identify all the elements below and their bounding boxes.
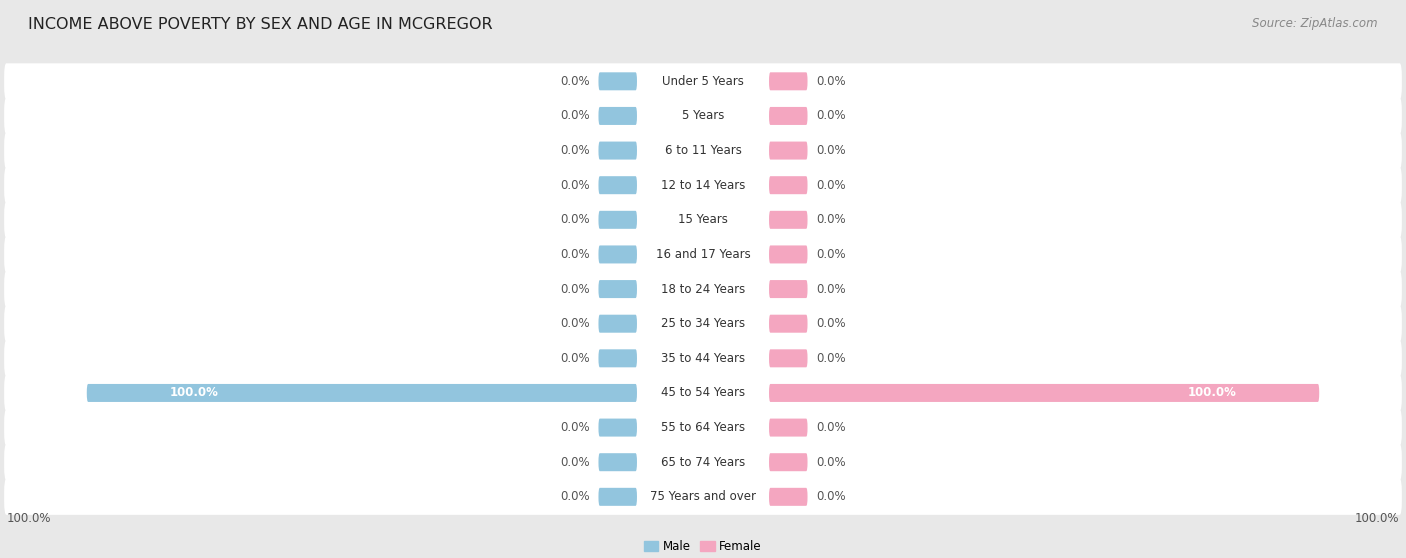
Text: 0.0%: 0.0% <box>815 317 845 330</box>
FancyBboxPatch shape <box>769 142 807 160</box>
Text: 0.0%: 0.0% <box>815 456 845 469</box>
FancyBboxPatch shape <box>599 107 637 125</box>
Text: 100.0%: 100.0% <box>1188 387 1237 400</box>
FancyBboxPatch shape <box>4 133 1402 169</box>
FancyBboxPatch shape <box>599 176 637 194</box>
FancyBboxPatch shape <box>4 202 1402 238</box>
FancyBboxPatch shape <box>769 315 807 333</box>
Text: 0.0%: 0.0% <box>561 352 591 365</box>
FancyBboxPatch shape <box>769 488 807 506</box>
FancyBboxPatch shape <box>599 142 637 160</box>
FancyBboxPatch shape <box>599 211 637 229</box>
Legend: Male, Female: Male, Female <box>640 536 766 558</box>
FancyBboxPatch shape <box>769 384 1319 402</box>
FancyBboxPatch shape <box>769 418 807 436</box>
Text: INCOME ABOVE POVERTY BY SEX AND AGE IN MCGREGOR: INCOME ABOVE POVERTY BY SEX AND AGE IN M… <box>28 17 492 32</box>
Text: 0.0%: 0.0% <box>815 421 845 434</box>
Text: 0.0%: 0.0% <box>561 179 591 192</box>
Text: 100.0%: 100.0% <box>169 387 218 400</box>
FancyBboxPatch shape <box>599 453 637 471</box>
FancyBboxPatch shape <box>4 63 1402 99</box>
FancyBboxPatch shape <box>599 315 637 333</box>
FancyBboxPatch shape <box>4 410 1402 446</box>
FancyBboxPatch shape <box>769 107 807 125</box>
FancyBboxPatch shape <box>4 479 1402 515</box>
FancyBboxPatch shape <box>769 280 807 298</box>
Text: 0.0%: 0.0% <box>561 421 591 434</box>
Text: 0.0%: 0.0% <box>815 109 845 122</box>
Text: 0.0%: 0.0% <box>561 456 591 469</box>
Text: 25 to 34 Years: 25 to 34 Years <box>661 317 745 330</box>
FancyBboxPatch shape <box>599 73 637 90</box>
FancyBboxPatch shape <box>87 384 637 402</box>
FancyBboxPatch shape <box>4 167 1402 203</box>
FancyBboxPatch shape <box>4 340 1402 376</box>
Text: 100.0%: 100.0% <box>1354 512 1399 525</box>
Text: 0.0%: 0.0% <box>815 144 845 157</box>
Text: 0.0%: 0.0% <box>561 109 591 122</box>
Text: 0.0%: 0.0% <box>815 213 845 227</box>
Text: 65 to 74 Years: 65 to 74 Years <box>661 456 745 469</box>
FancyBboxPatch shape <box>4 444 1402 480</box>
Text: 6 to 11 Years: 6 to 11 Years <box>665 144 741 157</box>
FancyBboxPatch shape <box>4 271 1402 307</box>
Text: 55 to 64 Years: 55 to 64 Years <box>661 421 745 434</box>
Text: 0.0%: 0.0% <box>561 248 591 261</box>
Text: 0.0%: 0.0% <box>815 490 845 503</box>
Text: 45 to 54 Years: 45 to 54 Years <box>661 387 745 400</box>
Text: 0.0%: 0.0% <box>815 352 845 365</box>
FancyBboxPatch shape <box>769 73 807 90</box>
Text: 0.0%: 0.0% <box>815 248 845 261</box>
Text: 0.0%: 0.0% <box>815 282 845 296</box>
FancyBboxPatch shape <box>599 246 637 263</box>
Text: 18 to 24 Years: 18 to 24 Years <box>661 282 745 296</box>
Text: 35 to 44 Years: 35 to 44 Years <box>661 352 745 365</box>
Text: 100.0%: 100.0% <box>7 512 52 525</box>
Text: 16 and 17 Years: 16 and 17 Years <box>655 248 751 261</box>
FancyBboxPatch shape <box>769 246 807 263</box>
Text: 0.0%: 0.0% <box>561 213 591 227</box>
Text: Under 5 Years: Under 5 Years <box>662 75 744 88</box>
FancyBboxPatch shape <box>4 98 1402 134</box>
Text: 12 to 14 Years: 12 to 14 Years <box>661 179 745 192</box>
FancyBboxPatch shape <box>769 349 807 367</box>
FancyBboxPatch shape <box>769 176 807 194</box>
Text: 0.0%: 0.0% <box>561 75 591 88</box>
FancyBboxPatch shape <box>4 375 1402 411</box>
Text: 15 Years: 15 Years <box>678 213 728 227</box>
Text: 75 Years and over: 75 Years and over <box>650 490 756 503</box>
Text: 0.0%: 0.0% <box>561 317 591 330</box>
FancyBboxPatch shape <box>599 488 637 506</box>
FancyBboxPatch shape <box>4 237 1402 272</box>
Text: Source: ZipAtlas.com: Source: ZipAtlas.com <box>1253 17 1378 30</box>
Text: 0.0%: 0.0% <box>815 75 845 88</box>
Text: 0.0%: 0.0% <box>561 490 591 503</box>
FancyBboxPatch shape <box>4 306 1402 341</box>
FancyBboxPatch shape <box>769 211 807 229</box>
Text: 0.0%: 0.0% <box>561 282 591 296</box>
FancyBboxPatch shape <box>599 418 637 436</box>
Text: 0.0%: 0.0% <box>815 179 845 192</box>
Text: 5 Years: 5 Years <box>682 109 724 122</box>
FancyBboxPatch shape <box>599 349 637 367</box>
FancyBboxPatch shape <box>599 280 637 298</box>
FancyBboxPatch shape <box>769 453 807 471</box>
Text: 0.0%: 0.0% <box>561 144 591 157</box>
